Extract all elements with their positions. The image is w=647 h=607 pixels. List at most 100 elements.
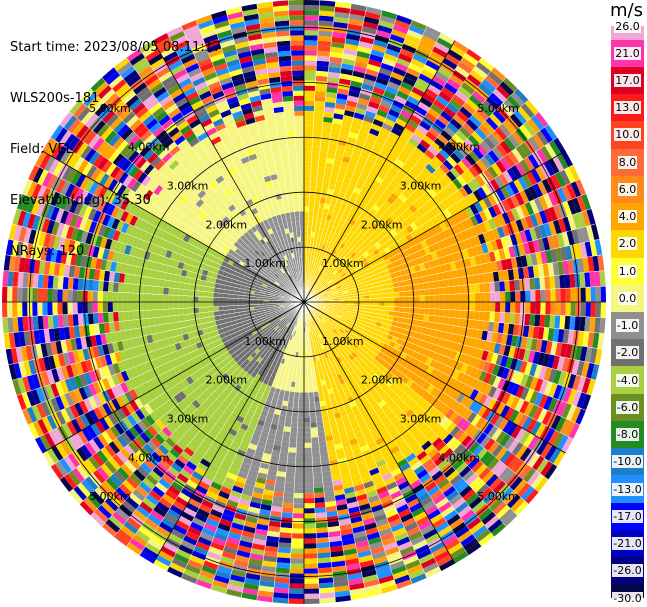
gate	[326, 214, 332, 221]
gate	[294, 483, 304, 489]
gate	[338, 255, 345, 261]
gate	[378, 196, 387, 205]
gate	[359, 151, 370, 160]
gate	[402, 145, 414, 156]
gate	[413, 283, 420, 291]
gate	[384, 158, 395, 167]
gate	[408, 62, 423, 74]
gate	[296, 442, 304, 448]
gate	[304, 387, 309, 393]
gate	[535, 302, 541, 315]
gate	[550, 302, 556, 316]
gate	[354, 107, 367, 116]
gate	[429, 288, 435, 296]
gate	[343, 48, 358, 56]
gate	[520, 302, 526, 314]
gate	[499, 102, 514, 117]
gate	[389, 306, 395, 312]
gate	[308, 216, 313, 222]
gate	[399, 48, 415, 59]
ray-separator	[303, 77, 507, 303]
gate	[538, 195, 549, 210]
gate	[328, 242, 334, 249]
gate	[471, 177, 482, 190]
gate	[304, 110, 314, 116]
ray-separator	[303, 111, 539, 303]
gate	[336, 234, 342, 241]
gate	[304, 362, 308, 368]
gate	[322, 281, 328, 287]
gate	[380, 10, 398, 20]
gate	[456, 175, 467, 187]
gate	[561, 151, 574, 168]
gate	[330, 133, 340, 140]
gate	[540, 302, 546, 315]
gate	[401, 211, 410, 220]
gate	[452, 213, 461, 225]
gate	[504, 280, 511, 292]
gate	[478, 198, 488, 211]
gate	[346, 95, 359, 103]
gate	[358, 263, 365, 270]
gate	[407, 247, 415, 255]
gate	[349, 179, 358, 187]
gate	[419, 120, 432, 131]
gate	[363, 16, 380, 25]
gate	[377, 131, 389, 141]
gate	[398, 85, 412, 96]
gate	[515, 302, 521, 314]
gate	[339, 249, 346, 256]
gate	[449, 294, 456, 302]
gate	[351, 232, 358, 240]
gate	[333, 206, 341, 213]
gate	[331, 169, 340, 176]
gate	[354, 266, 361, 272]
gate	[392, 24, 409, 35]
gate	[549, 275, 556, 290]
gate	[474, 224, 483, 236]
gate	[314, 274, 318, 280]
gate	[483, 168, 494, 182]
gate	[365, 68, 379, 77]
gate	[344, 172, 353, 180]
gate	[316, 275, 321, 281]
gate	[432, 156, 443, 167]
gate	[429, 308, 435, 316]
gate	[388, 204, 397, 213]
gate	[510, 164, 522, 179]
gate	[357, 46, 372, 54]
gate	[433, 315, 440, 324]
gate	[485, 116, 499, 131]
gate	[474, 127, 488, 141]
gate	[296, 437, 304, 443]
gate	[342, 53, 357, 61]
gate	[435, 166, 447, 178]
gate	[397, 113, 410, 124]
gate	[560, 302, 566, 316]
gate	[390, 127, 403, 137]
gate	[372, 163, 382, 172]
gate	[343, 193, 352, 201]
gate	[321, 131, 331, 138]
gate	[457, 61, 473, 74]
gate	[489, 311, 495, 322]
gate	[523, 156, 535, 172]
gate	[404, 307, 410, 313]
gate	[315, 411, 323, 418]
gate	[464, 293, 471, 302]
gate	[484, 75, 500, 89]
gate	[369, 96, 382, 105]
gate	[319, 10, 335, 17]
gate	[360, 266, 367, 273]
gate	[469, 215, 479, 227]
gate	[565, 302, 571, 316]
gate	[369, 302, 375, 306]
gate	[319, 5, 335, 12]
gate	[340, 272, 347, 278]
gate	[543, 193, 553, 209]
gate	[315, 85, 327, 92]
gate	[310, 290, 315, 295]
gate	[386, 196, 395, 205]
gate	[482, 196, 493, 209]
gate	[304, 462, 313, 469]
